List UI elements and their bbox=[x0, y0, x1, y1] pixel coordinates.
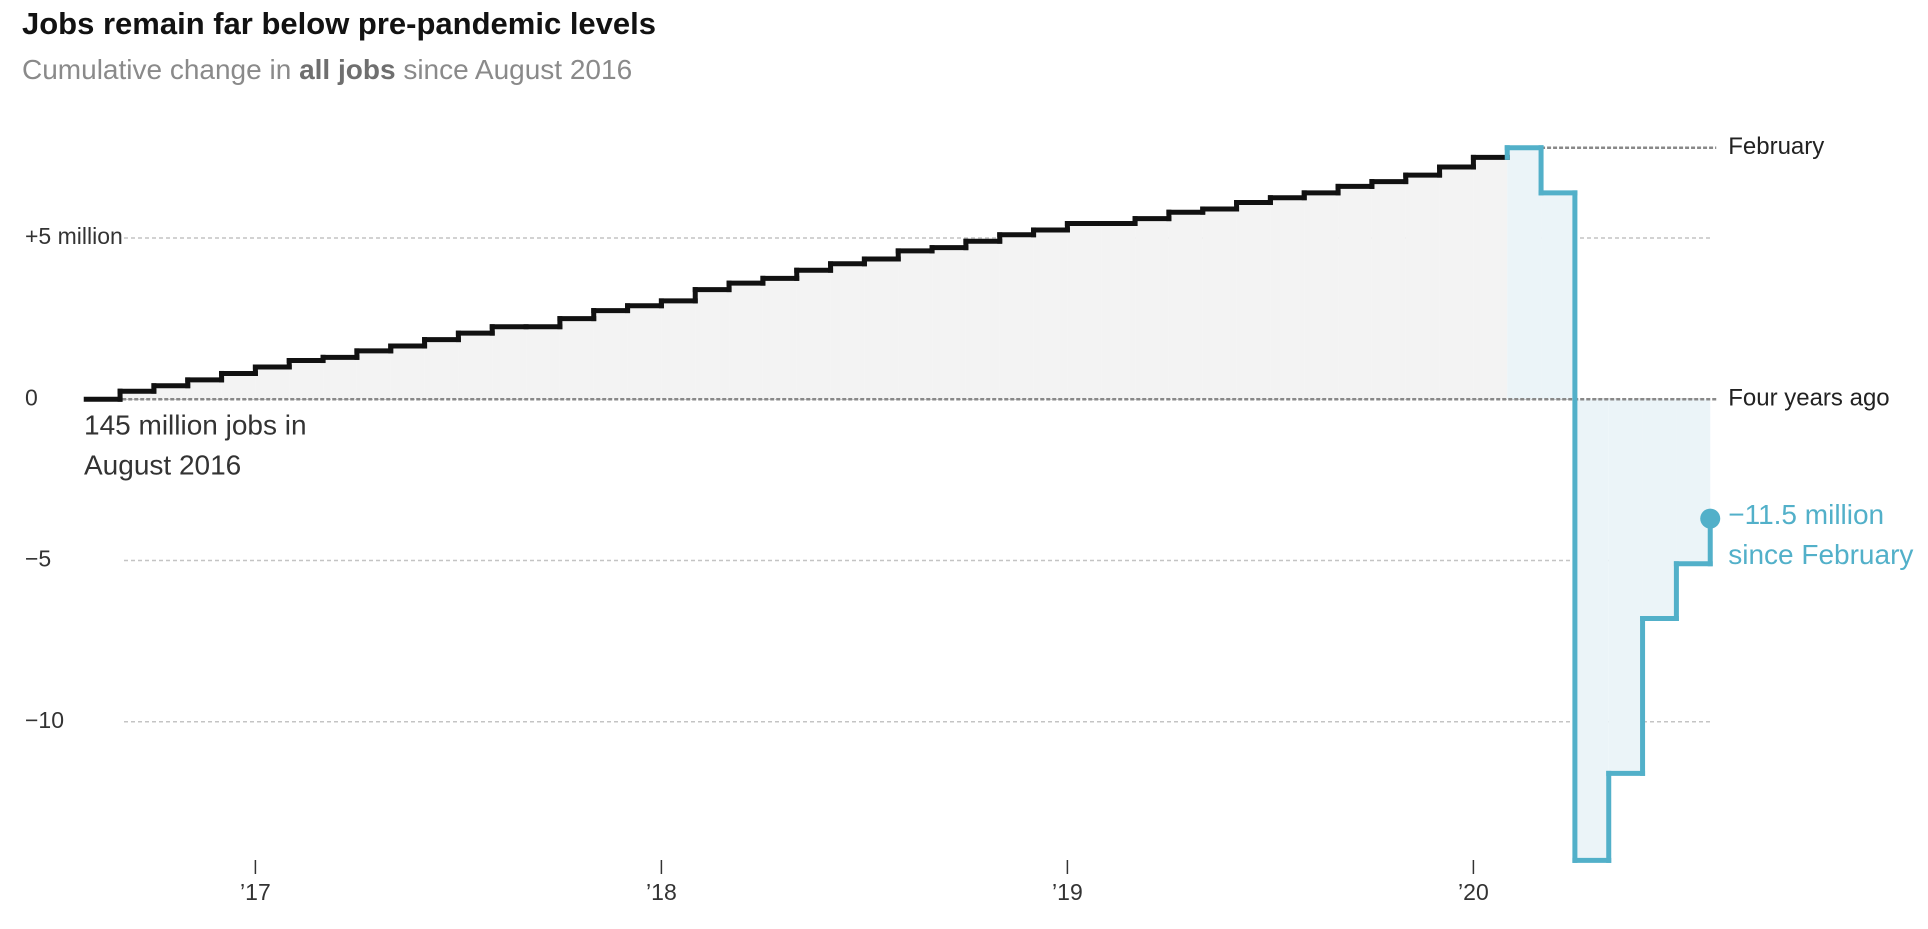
annotation: February bbox=[1728, 133, 1824, 160]
area bbox=[1439, 167, 1474, 400]
area bbox=[830, 263, 865, 400]
area bbox=[1405, 175, 1440, 400]
area bbox=[255, 367, 290, 400]
y-tick-label: −10 bbox=[25, 707, 64, 733]
area bbox=[593, 310, 628, 400]
annotation: since February bbox=[1728, 539, 1913, 570]
x-tick-label: ’17 bbox=[240, 879, 271, 905]
area bbox=[1270, 197, 1305, 400]
chart-title: Jobs remain far below pre-pandemic level… bbox=[22, 6, 656, 41]
area bbox=[390, 346, 425, 400]
area bbox=[1371, 181, 1406, 400]
area bbox=[559, 318, 594, 400]
annotation: Four years ago bbox=[1728, 385, 1889, 412]
area bbox=[1304, 192, 1339, 400]
area bbox=[1236, 202, 1271, 400]
y-tick-label: +5 million bbox=[25, 223, 123, 249]
area bbox=[965, 241, 1000, 400]
area bbox=[898, 250, 933, 400]
area bbox=[1642, 399, 1677, 619]
area bbox=[356, 350, 391, 400]
area bbox=[1507, 147, 1542, 400]
x-tick-label: ’19 bbox=[1052, 879, 1083, 905]
area bbox=[120, 391, 154, 400]
area bbox=[1676, 399, 1711, 564]
area bbox=[999, 234, 1034, 400]
end-dot bbox=[1700, 508, 1721, 529]
area bbox=[1101, 223, 1136, 400]
annotation: 145 million jobs in bbox=[84, 410, 307, 441]
area bbox=[627, 305, 662, 400]
area bbox=[1608, 399, 1643, 774]
area bbox=[153, 385, 188, 400]
area bbox=[187, 379, 222, 400]
area bbox=[1135, 218, 1169, 400]
area bbox=[1033, 229, 1068, 400]
area bbox=[424, 339, 459, 400]
area bbox=[1168, 212, 1203, 400]
area bbox=[526, 326, 560, 400]
area bbox=[323, 357, 357, 400]
area bbox=[729, 283, 763, 400]
area bbox=[1574, 399, 1609, 861]
annotation: August 2016 bbox=[84, 450, 241, 481]
annotation: −11.5 million bbox=[1728, 499, 1884, 530]
area bbox=[221, 373, 256, 400]
area bbox=[1338, 186, 1372, 400]
area bbox=[1067, 223, 1102, 400]
subtitle-part: all jobs bbox=[299, 54, 395, 85]
area bbox=[695, 289, 730, 400]
x-tick-label: ’20 bbox=[1458, 879, 1489, 905]
subtitle-part: since August 2016 bbox=[403, 54, 632, 85]
area bbox=[661, 300, 696, 400]
x-tick-label: ’18 bbox=[646, 879, 677, 905]
y-tick-label: −5 bbox=[25, 546, 51, 572]
area bbox=[1202, 208, 1237, 400]
area bbox=[289, 360, 324, 400]
subtitle-part: Cumulative change in bbox=[22, 54, 291, 85]
area bbox=[1541, 192, 1575, 400]
area bbox=[1473, 157, 1508, 400]
area bbox=[458, 333, 493, 400]
y-tick-label: 0 bbox=[25, 384, 38, 410]
area bbox=[762, 278, 797, 400]
area bbox=[796, 270, 831, 400]
area bbox=[932, 247, 966, 400]
area bbox=[492, 326, 527, 400]
area bbox=[864, 258, 899, 400]
chart-subtitle: Cumulative change in all jobs since Augu… bbox=[22, 54, 632, 85]
